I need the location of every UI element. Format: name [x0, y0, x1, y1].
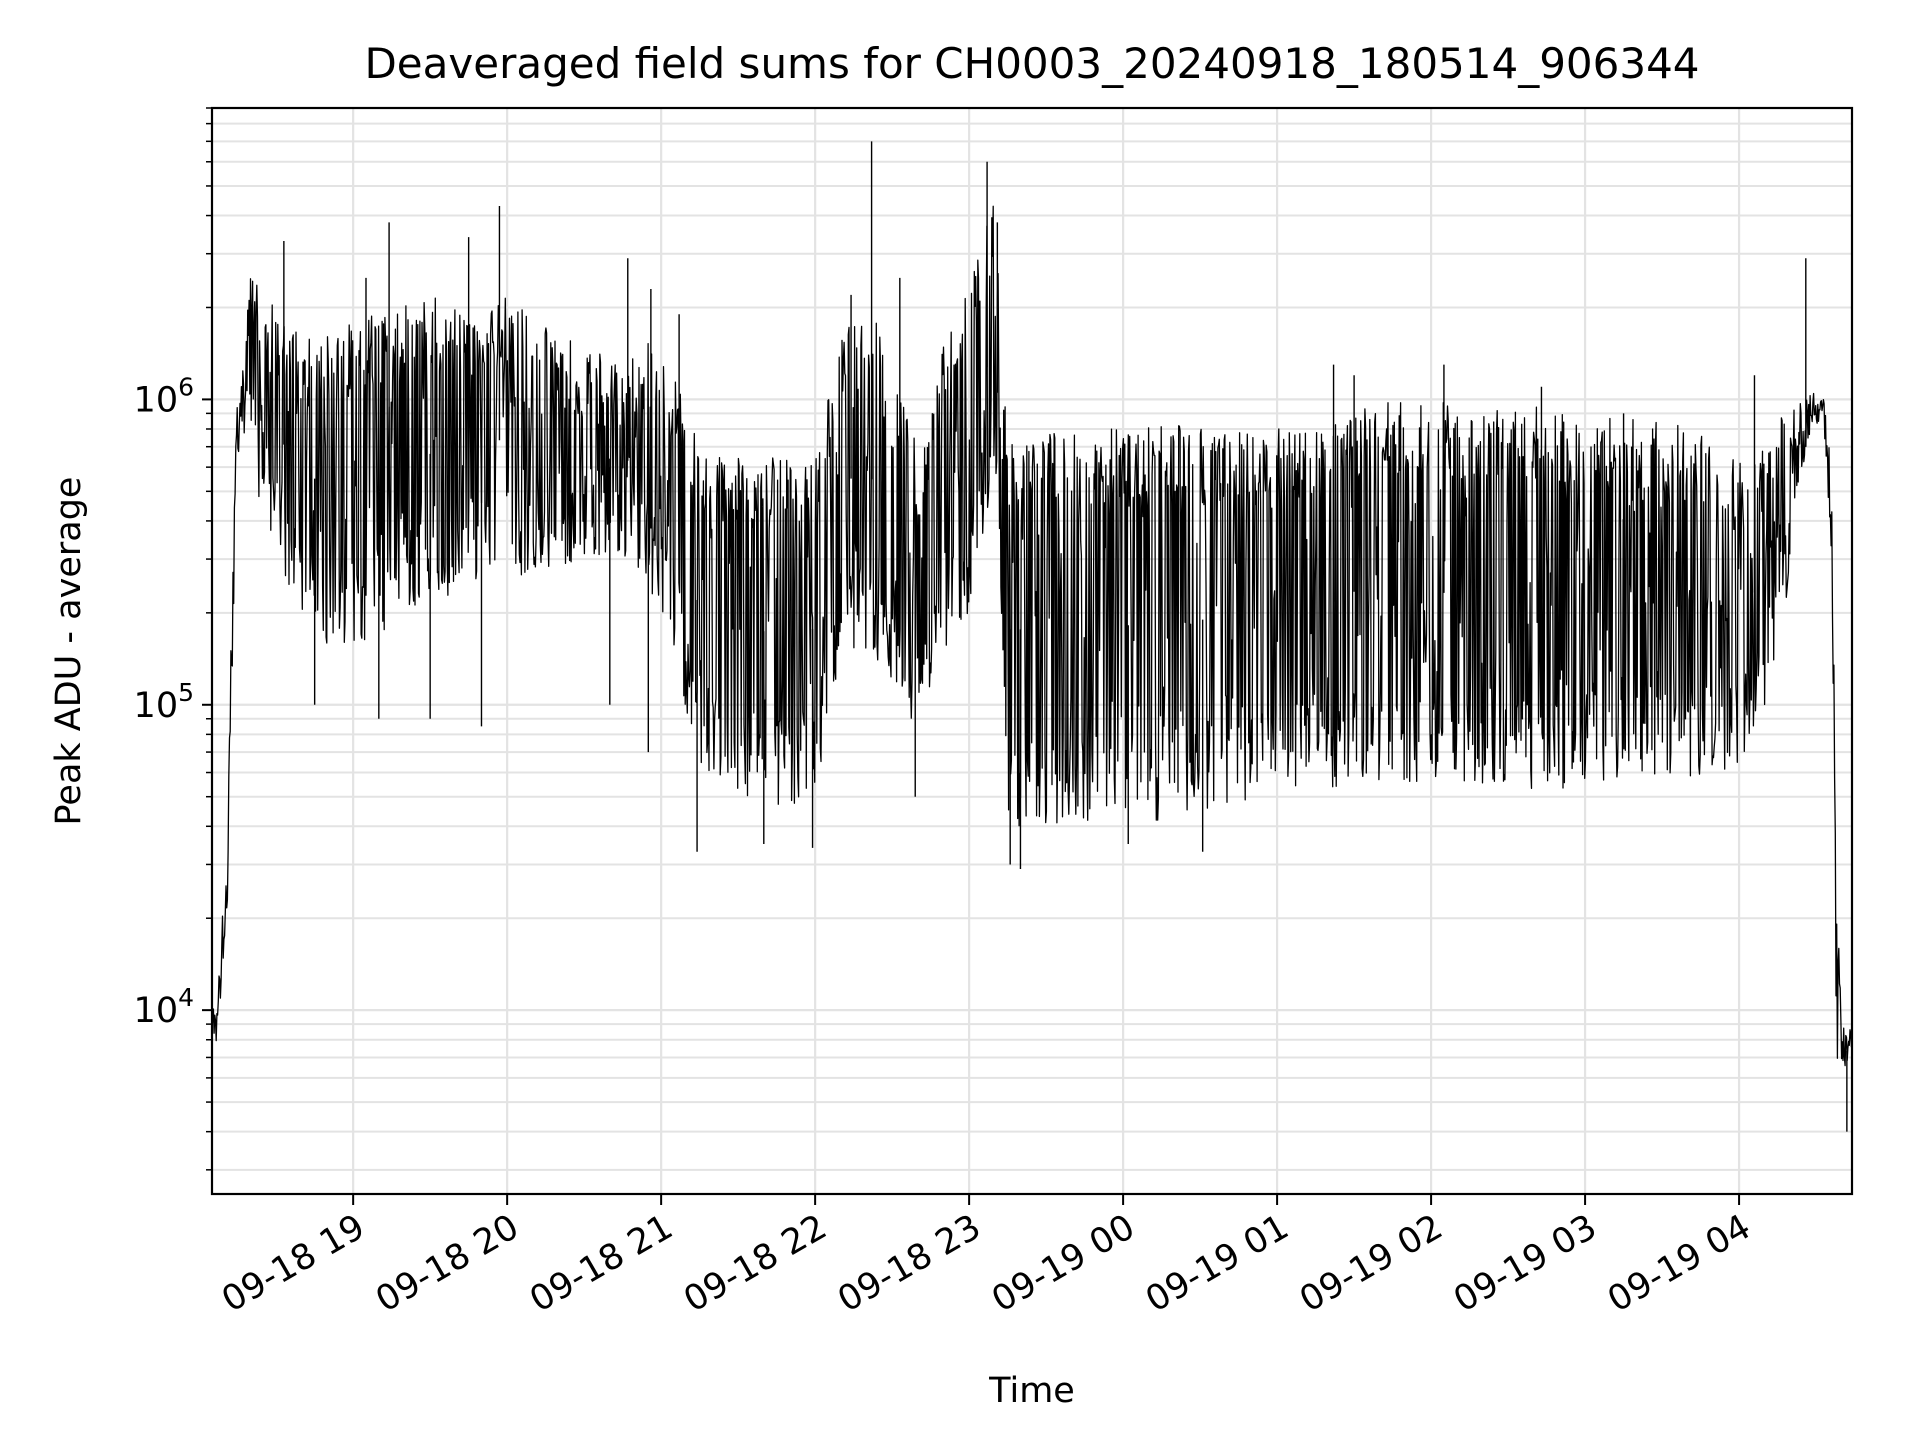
y-tick-label: 105 [134, 678, 194, 726]
x-axis-label: Time [988, 1371, 1075, 1411]
plot-frame [210, 106, 1854, 1196]
series-line [211, 205, 1853, 1067]
y-axis-label: Peak ADU - average [49, 477, 89, 826]
y-axis: 104 105 106 [134, 107, 212, 1171]
y-tick-label: 104 [134, 983, 194, 1031]
y-tick-label: 106 [134, 372, 194, 420]
chart-title: Deaveraged field sums for CH0003_2024091… [364, 39, 1699, 88]
plot-area [211, 141, 1853, 1132]
